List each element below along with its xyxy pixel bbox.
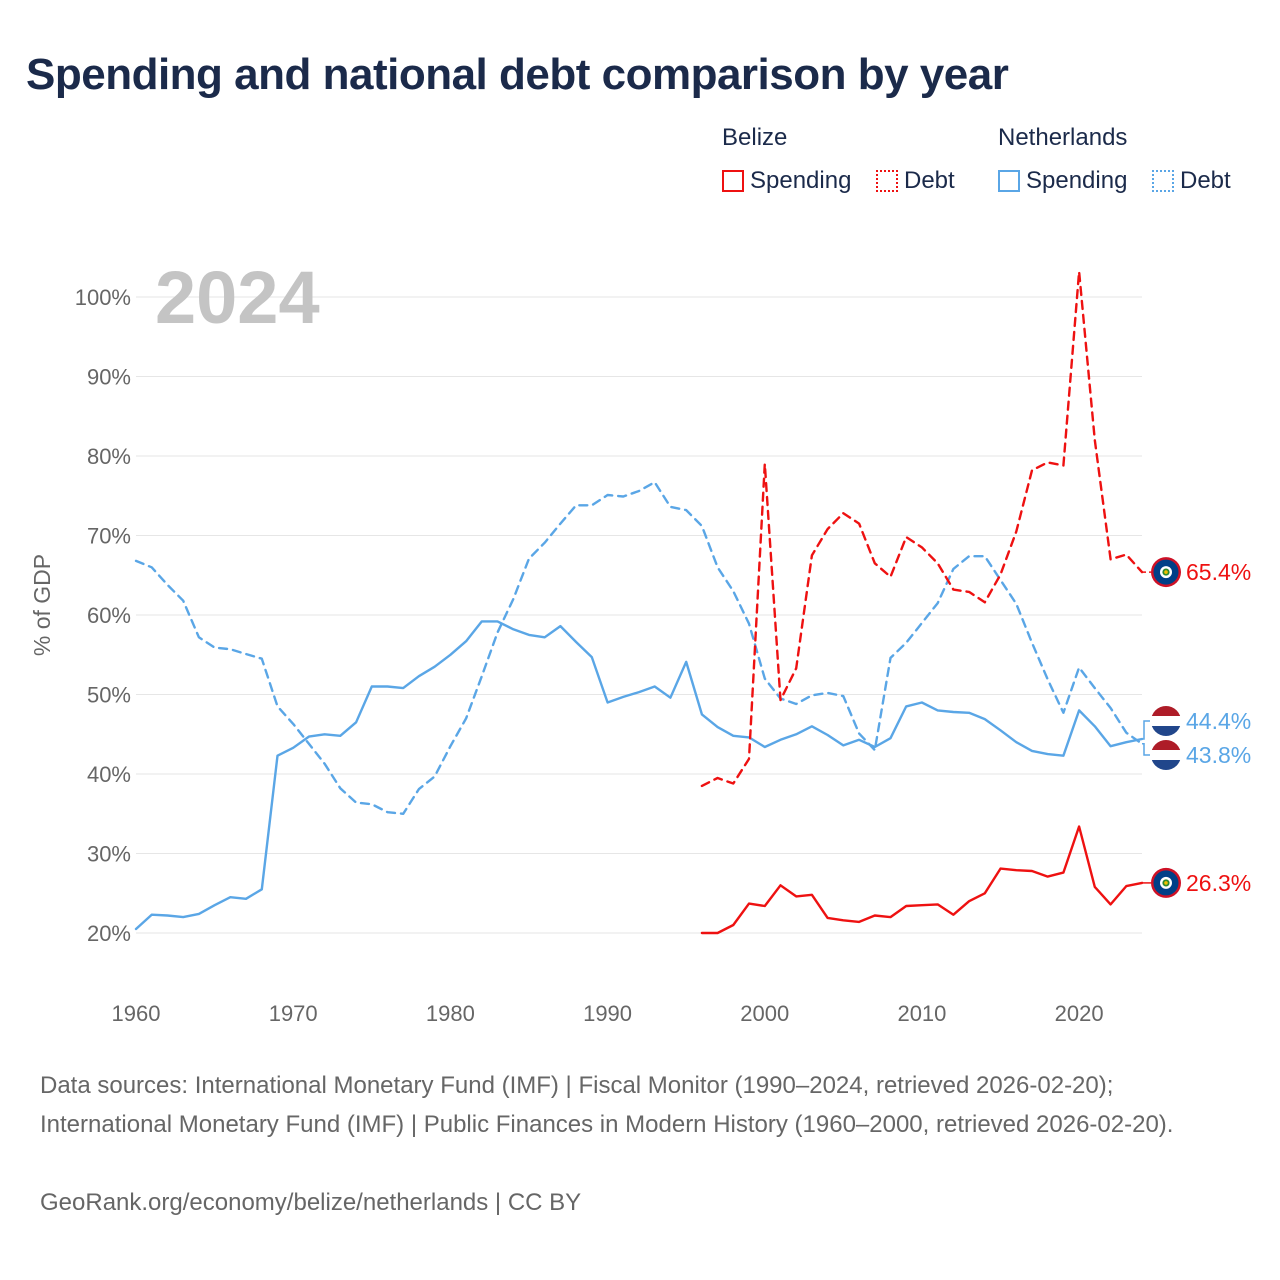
legend-item-belize-debt[interactable]: Debt — [876, 166, 955, 196]
legend-swatch-belize-debt — [876, 170, 898, 192]
series-line-belize-debt — [700, 270, 1144, 788]
x-tick-label: 2010 — [897, 1001, 946, 1026]
series-line-belize-spending — [700, 825, 1144, 935]
y-tick-label: 50% — [87, 683, 131, 708]
line-chart: 20% 30% 40% 50% 60% 70% 80% 90% 100% 1960 1970 1980… — [29, 256, 1251, 1026]
x-tick-label: 1980 — [426, 1001, 475, 1026]
netherlands-flag-stripes — [1151, 740, 1181, 770]
legend-label-netherlands-debt: Debt — [1180, 167, 1231, 194]
legend-item-netherlands-spending[interactable]: Spending — [998, 166, 1127, 196]
legend-swatch-netherlands-debt — [1152, 170, 1174, 192]
series-line-netherlands-debt — [134, 481, 1144, 815]
netherlands-flag-blue — [1151, 726, 1181, 736]
y-tick-label: 30% — [87, 842, 131, 867]
legend-label-belize-spending: Spending — [750, 167, 852, 194]
end-value-label-belize-spending: 26.3% — [1186, 870, 1251, 896]
x-tick-label: 1990 — [583, 1001, 632, 1026]
y-axis-title: % of GDP — [29, 554, 55, 656]
data-sources-note: Data sources: International Monetary Fun… — [40, 1072, 1174, 1138]
flag-marker-netherlands-debt — [1151, 740, 1181, 770]
legend-item-belize-spending[interactable]: Spending — [722, 166, 851, 196]
legend-swatch-belize-spending — [722, 170, 744, 192]
netherlands-flag-white — [1151, 716, 1181, 726]
chart-title: Spending and national debt comparison by… — [26, 50, 1009, 99]
x-tick-label: 1970 — [269, 1001, 318, 1026]
end-value-label-netherlands-debt: 43.8% — [1186, 742, 1251, 768]
y-tick-label: 40% — [87, 762, 131, 787]
end-label-leader-netherlands-debt — [1142, 743, 1150, 756]
belize-flag-emblem-shield — [1164, 881, 1168, 885]
y-tick-label: 60% — [87, 603, 131, 628]
attribution-link[interactable]: GeoRank.org/economy/belize/netherlands |… — [40, 1189, 582, 1216]
legend-label-netherlands-spending: Spending — [1026, 167, 1128, 194]
y-tick-label: 90% — [87, 365, 131, 390]
y-tick-label: 70% — [87, 524, 131, 549]
x-tick-label: 2020 — [1055, 1001, 1104, 1026]
netherlands-flag-white — [1151, 750, 1181, 760]
x-tick-label: 2000 — [740, 1001, 789, 1026]
belize-flag-emblem-shield — [1164, 570, 1168, 574]
netherlands-flag-red — [1151, 740, 1181, 750]
flag-marker-belize-debt — [1151, 557, 1181, 588]
legend-label-belize-debt: Debt — [904, 167, 955, 194]
series-line-netherlands-spending — [134, 620, 1144, 931]
flag-marker-belize-spending — [1151, 867, 1181, 898]
netherlands-flag-blue — [1151, 760, 1181, 770]
legend-item-netherlands-debt[interactable]: Debt — [1152, 166, 1231, 196]
legend-group-belize: Belize — [722, 124, 788, 151]
end-value-label-netherlands-spending: 44.4% — [1186, 708, 1251, 734]
y-tick-label: 100% — [75, 285, 131, 310]
x-tick-label: 1960 — [112, 1001, 161, 1026]
legend-group-netherlands: Netherlands — [998, 124, 1128, 151]
end-value-label-belize-debt: 65.4% — [1186, 559, 1251, 585]
netherlands-flag-red — [1151, 706, 1181, 716]
flag-marker-netherlands-spending — [1151, 706, 1181, 736]
year-watermark: 2024 — [155, 256, 320, 339]
y-tick-label: 80% — [87, 444, 131, 469]
y-tick-label: 20% — [87, 921, 131, 946]
end-label-leader-netherlands-spending — [1142, 720, 1150, 740]
netherlands-flag-stripes — [1151, 706, 1181, 736]
legend-swatch-netherlands-spending — [998, 170, 1020, 192]
